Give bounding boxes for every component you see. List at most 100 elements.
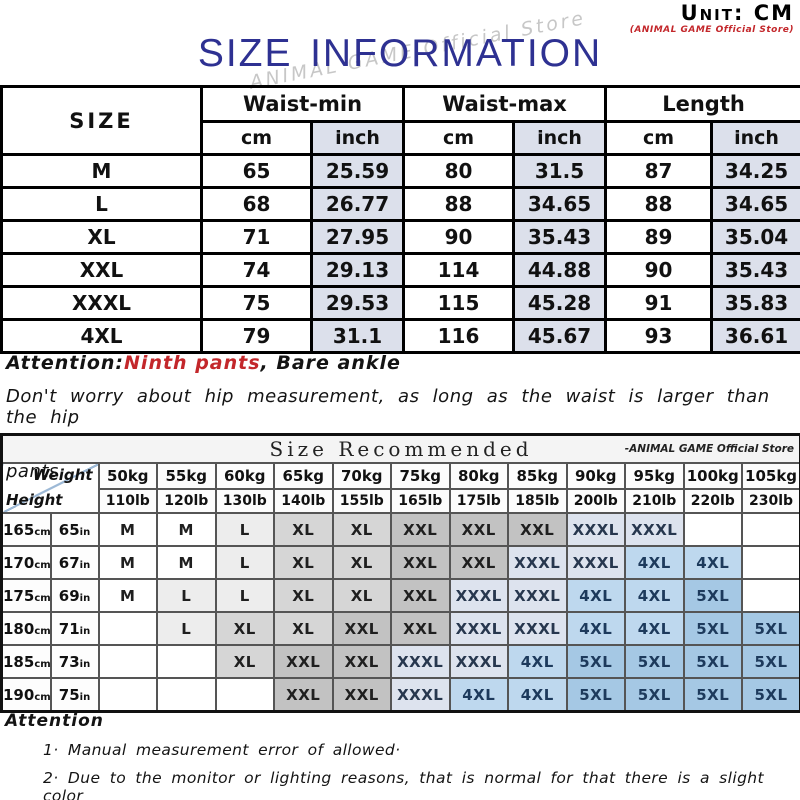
recommend-size-cell: XXL — [390, 545, 451, 580]
cm-value: 68 — [200, 186, 313, 222]
recommend-size-cell: 5XL — [741, 611, 800, 646]
cm-value: 88 — [402, 186, 516, 222]
attention-red-text: Ninth pants — [124, 352, 261, 374]
height-cm-cell: 175cm — [0, 578, 52, 613]
inch-value: 36.61 — [710, 318, 800, 354]
recommend-size-cell: 4XL — [624, 578, 685, 613]
recommend-row: 175cm 69in M L L XL XL XXL XXXL XXXL 4XL 4XL 5XL — [0, 578, 800, 613]
recommend-size-cell: 5XL — [624, 677, 685, 713]
size-value: XL — [0, 219, 203, 255]
cm-unit: cm — [34, 691, 51, 703]
cm-unit: cm — [34, 526, 51, 538]
recommend-size-cell: M — [97, 545, 158, 580]
cm-value: 75 — [200, 285, 313, 321]
size-value: 4XL — [0, 318, 203, 354]
cm-unit: cm — [34, 559, 51, 571]
inch-value: 34.65 — [710, 186, 800, 222]
inch-header: inch — [309, 120, 406, 156]
recommend-size-cell — [741, 512, 800, 547]
in-unit: in — [79, 592, 91, 604]
recommend-size-cell: 4XL — [448, 677, 509, 713]
recommend-size-cell: XXXL — [507, 611, 568, 646]
recommend-title-row: Size Recommended -ANIMAL GAME Official S… — [0, 433, 800, 464]
recommend-size-cell: M — [156, 545, 217, 580]
weight-kg-cell: 70kg — [331, 462, 392, 490]
in-unit: in — [79, 625, 91, 637]
weight-lb-cell: 155lb — [331, 488, 392, 514]
weight-kg-header-row: Weight Height 50kg 55kg 60kg 65kg 70kg 75kg 80… — [0, 462, 800, 514]
cm-value: 90 — [402, 219, 516, 255]
cm-value: 87 — [604, 153, 714, 189]
in-unit: in — [79, 691, 91, 703]
inch-value: 45.67 — [512, 318, 608, 354]
inch-value: 27.95 — [309, 219, 406, 255]
weight-kg-cell: 60kg — [214, 462, 275, 490]
recommend-size-cell: 5XL — [682, 644, 743, 679]
length-header: Length — [604, 85, 800, 123]
height-cm-cell: 165cm — [0, 512, 52, 547]
inch-value: 35.04 — [710, 219, 800, 255]
recommend-table: Size Recommended -ANIMAL GAME Official S… — [0, 433, 800, 713]
size-table-row: XL 71 27.95 90 35.43 89 35.04 — [0, 219, 800, 255]
weight-lb-cell: 185lb — [507, 488, 568, 514]
cm-value: 79 — [200, 318, 313, 354]
unit-label: Unit: CM — [680, 1, 794, 25]
recommend-size-cell: L — [156, 578, 217, 613]
recommend-size-cell: XL — [214, 644, 275, 679]
recommend-size-cell: 5XL — [682, 677, 743, 713]
recommend-size-cell: XL — [214, 611, 275, 646]
size-table-row: M 65 25.59 80 31.5 87 34.25 — [0, 153, 800, 189]
recommend-size-cell: XXL — [448, 545, 509, 580]
weight-lb-header-row: 110lb 120lb 130lb 140lb 155lb 165lb 175lb 185lb… — [2, 488, 800, 514]
recommend-size-cell: XXL — [390, 611, 451, 646]
weight-height-diagonal-cell: Weight Height — [0, 462, 100, 514]
cm-value: 89 — [604, 219, 714, 255]
cm-value: 115 — [402, 285, 516, 321]
height-cm-cell: 170cm — [0, 545, 52, 580]
recommend-size-cell: L — [214, 578, 275, 613]
inch-header: inch — [512, 120, 608, 156]
recommend-row: 165cm 65in M M L XL XL XXL XXL XXL XXXL XXXL — [0, 512, 800, 547]
cm-unit: cm — [34, 625, 51, 637]
cm-value: 74 — [200, 252, 313, 288]
weight-lb-cell: 210lb — [624, 488, 685, 514]
inch-value: 25.59 — [309, 153, 406, 189]
inch-value: 29.53 — [309, 285, 406, 321]
recommend-size-cell — [156, 644, 217, 679]
cm-header: cm — [604, 120, 714, 156]
inch-value: 31.5 — [512, 153, 608, 189]
recommend-size-cell: XXXL — [565, 512, 626, 547]
recommend-size-cell: M — [97, 512, 158, 547]
recommend-size-cell — [741, 545, 800, 580]
recommend-size-cell: XXL — [390, 578, 451, 613]
size-table-row: XXXL 75 29.53 115 45.28 91 35.83 — [0, 285, 800, 321]
inch-value: 45.28 — [512, 285, 608, 321]
cm-value: 88 — [604, 186, 714, 222]
cm-value: 93 — [604, 318, 714, 354]
cm-unit: cm — [34, 658, 51, 670]
recommend-size-cell: XL — [331, 512, 392, 547]
inch-value: 31.1 — [309, 318, 406, 354]
recommend-size-cell: XXXL — [507, 545, 568, 580]
cm-value: 90 — [604, 252, 714, 288]
height-cm-cell: 190cm — [0, 677, 52, 713]
recommend-size-cell — [682, 512, 743, 547]
recommend-size-cell: L — [156, 611, 217, 646]
cm-value: 114 — [402, 252, 516, 288]
recommend-size-cell: XXL — [331, 677, 392, 713]
weight-kg-cell: 105kg — [741, 462, 800, 490]
recommend-size-cell: XXL — [331, 644, 392, 679]
recommend-size-cell — [97, 611, 158, 646]
recommend-size-cell: L — [214, 512, 275, 547]
recommend-size-cell: 4XL — [565, 578, 626, 613]
inch-value: 29.13 — [309, 252, 406, 288]
height-in-cell: 75in — [49, 677, 100, 713]
height-label: Height — [6, 491, 63, 509]
recommend-size-cell: XXXL — [448, 644, 509, 679]
cm-header: cm — [402, 120, 516, 156]
size-value: L — [0, 186, 203, 222]
size-table-unit-header-row: cm inch cm inch cm inch — [2, 120, 800, 156]
weight-kg-cell: 55kg — [156, 462, 217, 490]
note-line-2: Don't worry about hip measurement, as lo… — [6, 386, 770, 428]
